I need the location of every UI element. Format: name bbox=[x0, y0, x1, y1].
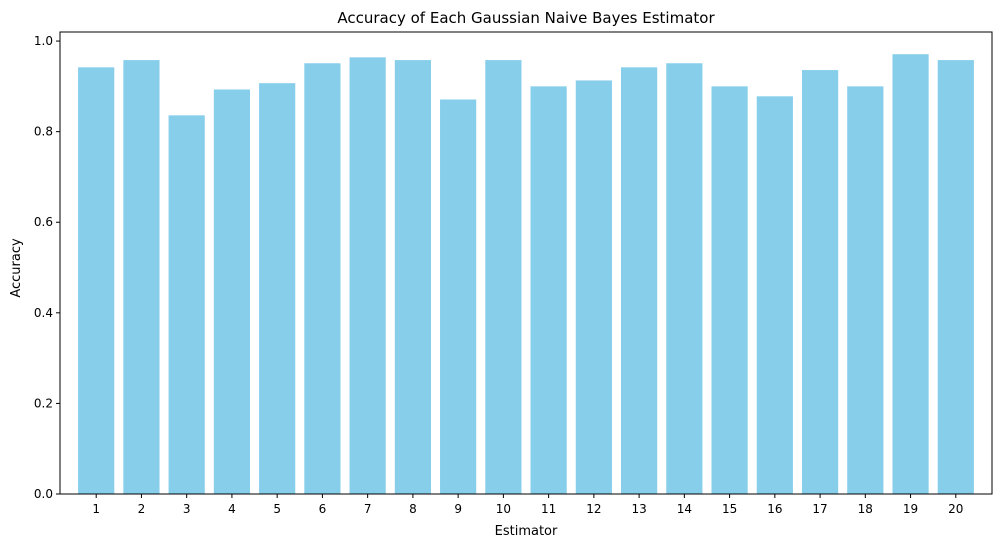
bar-estimator-6 bbox=[304, 63, 341, 494]
x-tick-label: 13 bbox=[631, 502, 646, 516]
y-tick-label: 0.6 bbox=[34, 215, 53, 229]
y-axis-label: Accuracy bbox=[9, 238, 24, 298]
bar-estimator-2 bbox=[123, 60, 160, 494]
x-tick-label: 3 bbox=[183, 502, 191, 516]
x-tick-label: 2 bbox=[138, 502, 146, 516]
x-tick-label: 10 bbox=[496, 502, 511, 516]
x-tick-label: 4 bbox=[228, 502, 236, 516]
bar-estimator-10 bbox=[485, 60, 522, 494]
x-axis-label: Estimator bbox=[495, 524, 558, 539]
x-tick-label: 20 bbox=[948, 502, 963, 516]
x-tick-label: 8 bbox=[409, 502, 417, 516]
bar-estimator-9 bbox=[440, 99, 477, 495]
bar-estimator-14 bbox=[666, 63, 703, 494]
x-tick-label: 16 bbox=[767, 502, 782, 516]
bar-estimator-7 bbox=[349, 57, 386, 495]
x-tick-label: 5 bbox=[273, 502, 281, 516]
bar-estimator-15 bbox=[711, 86, 748, 494]
bar-estimator-12 bbox=[575, 80, 612, 495]
bar-estimator-16 bbox=[756, 96, 793, 494]
y-tick-label: 0.8 bbox=[34, 125, 53, 139]
x-tick-label: 14 bbox=[677, 502, 692, 516]
bar-estimator-13 bbox=[621, 67, 658, 494]
bar-estimator-8 bbox=[394, 60, 431, 494]
y-ticks-group: 0.0 0.2 0.4 0.6 0.8 1.0 bbox=[34, 34, 60, 501]
bar-estimator-3 bbox=[168, 115, 205, 494]
bar-estimator-11 bbox=[530, 86, 567, 494]
y-tick-label: 1.0 bbox=[34, 34, 53, 48]
y-tick-label: 0.4 bbox=[34, 306, 53, 320]
x-tick-label: 19 bbox=[903, 502, 918, 516]
x-tick-label: 18 bbox=[858, 502, 873, 516]
x-tick-label: 15 bbox=[722, 502, 737, 516]
x-tick-label: 17 bbox=[812, 502, 827, 516]
y-tick-label: 0.2 bbox=[34, 396, 53, 410]
x-ticks-group: 1 2 3 4 5 6 7 8 9 10 11 12 13 14 15 16 17 18 19 20 bbox=[92, 494, 963, 516]
bars-group bbox=[78, 54, 974, 495]
bar-estimator-18 bbox=[847, 86, 884, 494]
plot-frame bbox=[59, 31, 993, 495]
y-tick-label: 0.0 bbox=[34, 487, 53, 501]
bar-estimator-20 bbox=[937, 60, 974, 494]
axes-group bbox=[59, 31, 993, 495]
x-tick-label: 9 bbox=[454, 502, 462, 516]
x-tick-label: 6 bbox=[319, 502, 327, 516]
bar-estimator-5 bbox=[259, 83, 296, 495]
bar-estimator-17 bbox=[801, 70, 839, 495]
x-tick-label: 11 bbox=[541, 502, 556, 516]
x-tick-label: 12 bbox=[586, 502, 601, 516]
chart-title: Accuracy of Each Gaussian Naive Bayes Es… bbox=[337, 9, 715, 27]
x-tick-label: 1 bbox=[92, 502, 100, 516]
bar-estimator-19 bbox=[892, 54, 929, 494]
bar-estimator-1 bbox=[78, 67, 115, 494]
x-tick-label: 7 bbox=[364, 502, 372, 516]
bar-estimator-4 bbox=[213, 89, 251, 495]
